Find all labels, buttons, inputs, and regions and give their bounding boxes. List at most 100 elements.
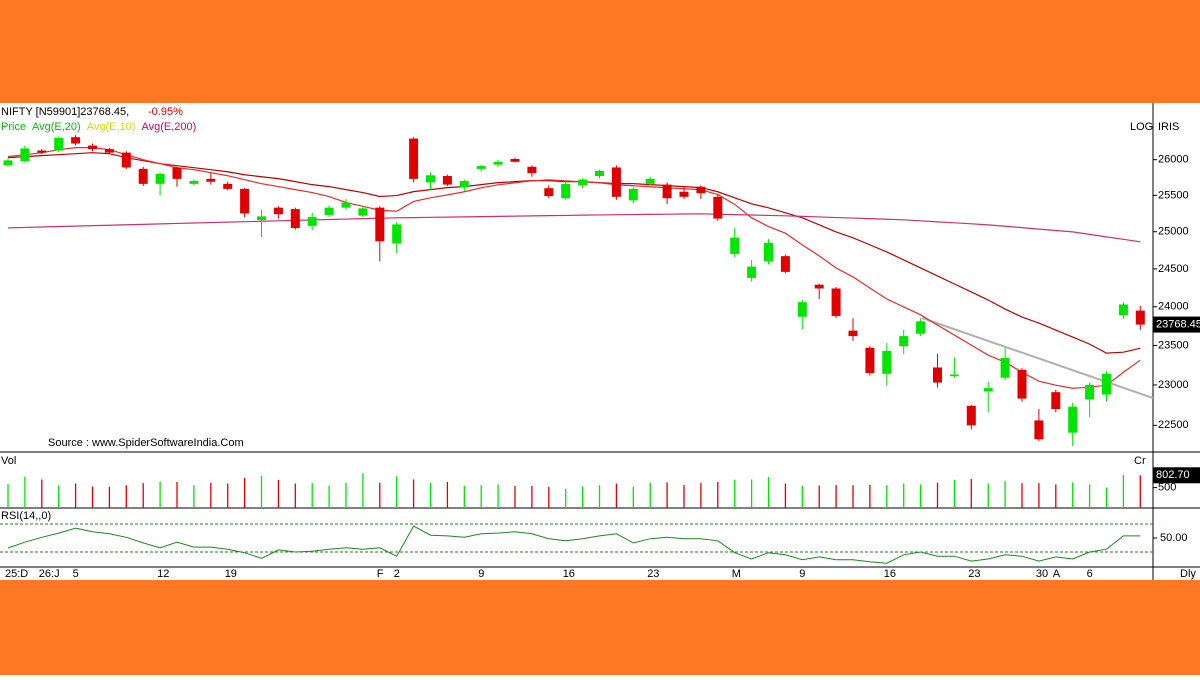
chart-title: NIFTY [N59901]23768.45, bbox=[1, 106, 129, 118]
candle-body bbox=[1135, 310, 1145, 325]
candle-body bbox=[1000, 357, 1010, 378]
bottom-band bbox=[0, 580, 1200, 675]
candle-body bbox=[3, 160, 13, 166]
candle-body bbox=[138, 168, 148, 184]
candle-body bbox=[764, 242, 773, 262]
candle-body bbox=[442, 176, 452, 185]
x-tick-label: 23 bbox=[968, 568, 980, 580]
candle-body bbox=[595, 171, 604, 177]
candle-body bbox=[916, 321, 926, 334]
candle-body bbox=[544, 188, 554, 197]
x-tick-label: 23 bbox=[647, 568, 659, 580]
unit: Cr bbox=[1134, 455, 1146, 467]
candle-body bbox=[831, 288, 841, 316]
candle-body bbox=[459, 181, 469, 188]
rsi-line bbox=[7, 525, 1141, 564]
candle-body bbox=[155, 173, 165, 184]
candle-body bbox=[1118, 304, 1128, 316]
legend-entry: Avg(E,20) bbox=[32, 121, 81, 133]
candle-body bbox=[527, 166, 537, 174]
change: -0.95% bbox=[148, 106, 183, 118]
legend-price: Price bbox=[1, 121, 26, 133]
candle-body bbox=[104, 149, 114, 153]
candle-body bbox=[1085, 384, 1095, 400]
candle-body bbox=[223, 183, 233, 189]
trend-line bbox=[921, 317, 1154, 399]
candle-body bbox=[409, 138, 419, 179]
candle-body bbox=[20, 148, 30, 162]
candle-body bbox=[713, 196, 723, 219]
candle-body bbox=[37, 150, 47, 153]
y-tick-label: 25000 bbox=[1158, 226, 1189, 238]
panel-title: RSI(14,,0) bbox=[1, 510, 51, 522]
candle-body bbox=[848, 330, 858, 337]
scale-label: LOG bbox=[1130, 121, 1153, 133]
candle-body bbox=[341, 202, 351, 208]
candle-body bbox=[172, 167, 182, 179]
candle-body bbox=[1017, 369, 1027, 399]
candle-body bbox=[645, 178, 655, 184]
x-tick-label: 9 bbox=[799, 568, 805, 580]
candle-body bbox=[1102, 373, 1111, 395]
candle-body bbox=[206, 178, 216, 182]
y-tick-label: 26000 bbox=[1158, 154, 1189, 166]
candle-body bbox=[375, 207, 385, 242]
candle-body bbox=[696, 186, 706, 194]
moving-average bbox=[7, 147, 1141, 389]
y-tick-label: 23500 bbox=[1158, 339, 1189, 351]
last-price-box bbox=[1153, 316, 1200, 333]
x-tick-label: 5 bbox=[73, 568, 79, 580]
candle-body bbox=[966, 405, 976, 426]
legend-entry: Avg(E,10) bbox=[87, 121, 136, 133]
x-tick-label: 26:J bbox=[39, 568, 60, 580]
candle-body bbox=[882, 350, 892, 374]
candle-body bbox=[814, 284, 824, 289]
candle-body bbox=[493, 161, 503, 165]
candle-body bbox=[780, 256, 790, 272]
candle-body bbox=[273, 207, 283, 215]
candle-body bbox=[189, 181, 199, 184]
legend-entry: Avg(E,200) bbox=[141, 121, 196, 133]
candle-body bbox=[1051, 392, 1061, 410]
candle-body bbox=[983, 388, 993, 392]
candle-body bbox=[1034, 420, 1044, 440]
panel-title: Vol bbox=[1, 455, 16, 467]
candle-body bbox=[54, 137, 64, 151]
x-tick-label: 6 bbox=[1087, 568, 1093, 580]
candle-body bbox=[561, 183, 571, 199]
top-band bbox=[0, 0, 1200, 103]
candle-body bbox=[933, 367, 942, 383]
moving-average bbox=[7, 213, 1141, 243]
candle-body bbox=[949, 374, 959, 377]
candle-body bbox=[324, 207, 334, 215]
x-tick-label: M bbox=[732, 568, 741, 580]
brand: IRIS bbox=[1158, 121, 1179, 133]
x-tick-label: 16 bbox=[563, 568, 575, 580]
x-tick-label: 16 bbox=[884, 568, 896, 580]
volume-label-box bbox=[1153, 467, 1200, 484]
x-tick-label: F bbox=[377, 568, 384, 580]
y-tick-label: 24500 bbox=[1158, 263, 1189, 275]
candle-body bbox=[899, 336, 909, 347]
x-tick-label: 9 bbox=[478, 568, 484, 580]
last-price: 23768.45 bbox=[1156, 318, 1200, 330]
x-tick-label: 12 bbox=[157, 568, 169, 580]
x-tick-label: 30 bbox=[1036, 568, 1048, 580]
candle-body bbox=[88, 145, 97, 150]
y-tick-label: 24000 bbox=[1158, 301, 1189, 313]
interval: Dly bbox=[1180, 568, 1196, 580]
candle-body bbox=[662, 184, 672, 199]
x-tick-label: 2 bbox=[394, 568, 400, 580]
candle-body bbox=[257, 216, 266, 221]
candle-body bbox=[476, 166, 486, 169]
candle-body bbox=[307, 217, 317, 226]
candle-body bbox=[392, 224, 402, 244]
y-tick-label: 25500 bbox=[1158, 189, 1189, 201]
candle-body bbox=[426, 175, 435, 183]
y-tick-label: 22500 bbox=[1158, 419, 1189, 431]
candle-body bbox=[240, 188, 250, 214]
candle-body bbox=[865, 347, 875, 374]
x-tick-label: 25:D bbox=[5, 568, 28, 580]
